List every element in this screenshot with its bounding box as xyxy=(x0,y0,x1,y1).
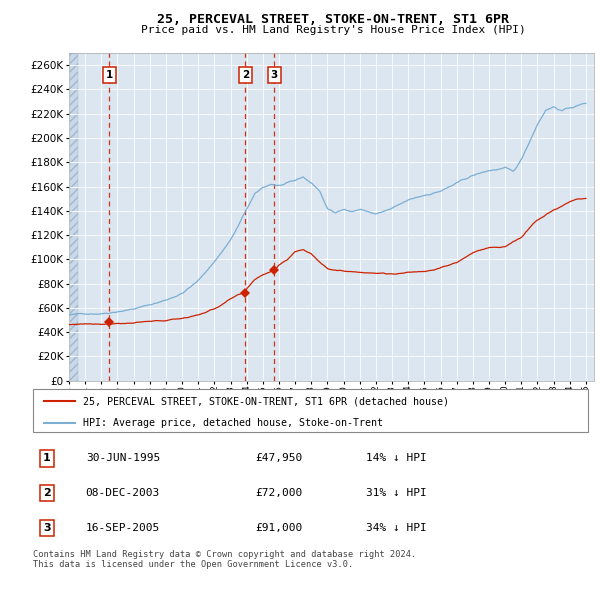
Text: 25, PERCEVAL STREET, STOKE-ON-TRENT, ST1 6PR: 25, PERCEVAL STREET, STOKE-ON-TRENT, ST1… xyxy=(157,13,509,26)
Text: 34% ↓ HPI: 34% ↓ HPI xyxy=(366,523,427,533)
Text: 31% ↓ HPI: 31% ↓ HPI xyxy=(366,489,427,499)
Text: £72,000: £72,000 xyxy=(255,489,302,499)
Text: £47,950: £47,950 xyxy=(255,454,302,463)
Text: 3: 3 xyxy=(43,523,50,533)
Text: £91,000: £91,000 xyxy=(255,523,302,533)
Text: 1: 1 xyxy=(106,70,113,80)
Text: 14% ↓ HPI: 14% ↓ HPI xyxy=(366,454,427,463)
Text: 16-SEP-2005: 16-SEP-2005 xyxy=(86,523,160,533)
Text: 2: 2 xyxy=(43,489,51,499)
Text: 2: 2 xyxy=(242,70,249,80)
Text: 3: 3 xyxy=(271,70,278,80)
Text: 08-DEC-2003: 08-DEC-2003 xyxy=(86,489,160,499)
Text: Price paid vs. HM Land Registry's House Price Index (HPI): Price paid vs. HM Land Registry's House … xyxy=(140,25,526,35)
Text: HPI: Average price, detached house, Stoke-on-Trent: HPI: Average price, detached house, Stok… xyxy=(83,418,383,428)
Text: Contains HM Land Registry data © Crown copyright and database right 2024.
This d: Contains HM Land Registry data © Crown c… xyxy=(33,550,416,569)
Text: 30-JUN-1995: 30-JUN-1995 xyxy=(86,454,160,463)
Text: 25, PERCEVAL STREET, STOKE-ON-TRENT, ST1 6PR (detached house): 25, PERCEVAL STREET, STOKE-ON-TRENT, ST1… xyxy=(83,396,449,407)
Text: 1: 1 xyxy=(43,454,51,463)
